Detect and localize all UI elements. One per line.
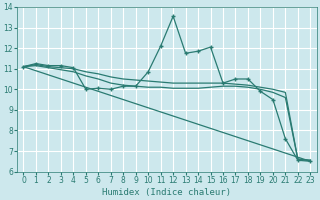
X-axis label: Humidex (Indice chaleur): Humidex (Indice chaleur) xyxy=(102,188,231,197)
